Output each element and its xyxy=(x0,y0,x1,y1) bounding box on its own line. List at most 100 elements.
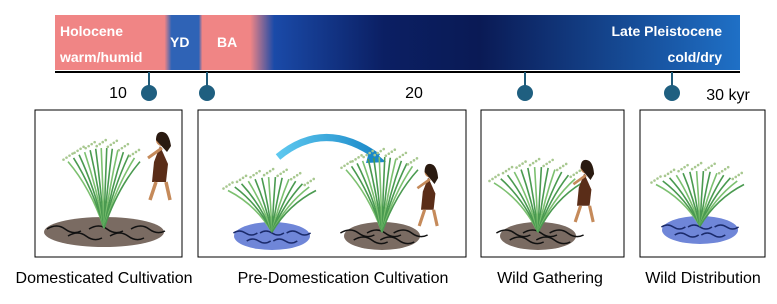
seed xyxy=(558,166,562,170)
seed xyxy=(62,158,65,161)
seed xyxy=(228,183,231,186)
person-arm xyxy=(147,146,163,160)
seed xyxy=(128,154,132,158)
caption: Wild Distribution xyxy=(645,270,761,287)
seed xyxy=(104,138,108,142)
seed xyxy=(244,174,248,178)
seed xyxy=(656,177,659,180)
seed xyxy=(707,166,710,170)
band-label: Late Pleistocene xyxy=(612,23,723,39)
soil-crack xyxy=(535,236,571,245)
soil-crack xyxy=(522,229,558,238)
seed xyxy=(412,159,416,162)
soil-crack xyxy=(109,232,145,241)
seed xyxy=(696,163,700,167)
seed xyxy=(578,169,582,173)
seed xyxy=(740,171,744,175)
seed xyxy=(569,175,573,179)
seed xyxy=(686,163,689,167)
soil-crack xyxy=(67,232,103,241)
seed xyxy=(726,165,730,169)
plant-stem xyxy=(699,183,745,227)
seed xyxy=(120,146,124,150)
seed xyxy=(548,160,551,164)
caption: Pre-Domestication Cultivation xyxy=(238,270,449,287)
seed xyxy=(90,142,93,146)
seed xyxy=(683,165,686,169)
person-arm xyxy=(416,178,431,190)
seed xyxy=(497,173,500,177)
seed xyxy=(271,167,275,171)
seed xyxy=(82,145,85,149)
seed xyxy=(309,179,313,183)
caption: Domesticated Cultivation xyxy=(16,270,193,287)
seed xyxy=(409,161,413,164)
seed xyxy=(95,144,99,148)
seed xyxy=(561,164,565,168)
seed xyxy=(101,140,105,144)
seed xyxy=(542,164,545,168)
seed xyxy=(680,167,683,171)
seed xyxy=(68,154,71,157)
water-ripple xyxy=(714,224,740,230)
seed xyxy=(98,142,102,146)
seed xyxy=(346,162,349,166)
seed xyxy=(357,156,360,159)
seed xyxy=(134,150,138,154)
seed xyxy=(298,171,302,175)
seed xyxy=(663,174,667,178)
seed xyxy=(510,165,514,169)
ground xyxy=(500,222,576,250)
seed xyxy=(515,166,518,169)
seed xyxy=(704,168,707,172)
seed xyxy=(382,147,386,151)
water-ripple xyxy=(687,224,713,230)
arrow xyxy=(275,134,381,160)
seed xyxy=(491,177,494,181)
seed xyxy=(73,151,76,155)
seed xyxy=(720,169,724,173)
panels xyxy=(34,109,766,258)
tick-label: 20 xyxy=(405,85,423,102)
seed xyxy=(710,164,713,168)
arrow-head xyxy=(366,148,386,163)
band-climate: warm/humid xyxy=(59,49,142,65)
seed xyxy=(693,165,697,169)
seed xyxy=(84,146,87,150)
seed xyxy=(717,171,721,175)
seed xyxy=(65,156,68,159)
seed xyxy=(666,172,670,176)
seed xyxy=(690,167,694,171)
seed xyxy=(488,179,491,183)
seed xyxy=(537,157,541,161)
pin-head xyxy=(141,85,157,101)
caption: Wild Gathering xyxy=(497,270,603,287)
seed xyxy=(531,161,535,165)
seed xyxy=(713,162,716,166)
plant-stem xyxy=(271,189,317,233)
seed xyxy=(222,187,225,190)
seed xyxy=(659,175,662,178)
soil-crack xyxy=(379,236,415,245)
seed xyxy=(137,148,141,152)
seed xyxy=(255,171,258,175)
person-arm xyxy=(572,174,587,186)
water-ripple xyxy=(286,230,312,236)
seed xyxy=(518,164,521,167)
seed xyxy=(106,145,110,149)
person-hair xyxy=(424,163,439,184)
plant-stem xyxy=(103,161,141,229)
person-legs xyxy=(148,181,172,201)
water-ripple xyxy=(272,238,298,244)
seed xyxy=(265,171,269,175)
seed xyxy=(252,173,255,177)
seed xyxy=(723,167,727,171)
seed xyxy=(351,160,354,163)
seed xyxy=(494,175,497,179)
soil-crack xyxy=(340,229,375,238)
seed xyxy=(507,167,511,171)
soil-crack xyxy=(130,225,166,234)
person-legs xyxy=(573,205,595,223)
seed xyxy=(258,169,261,173)
